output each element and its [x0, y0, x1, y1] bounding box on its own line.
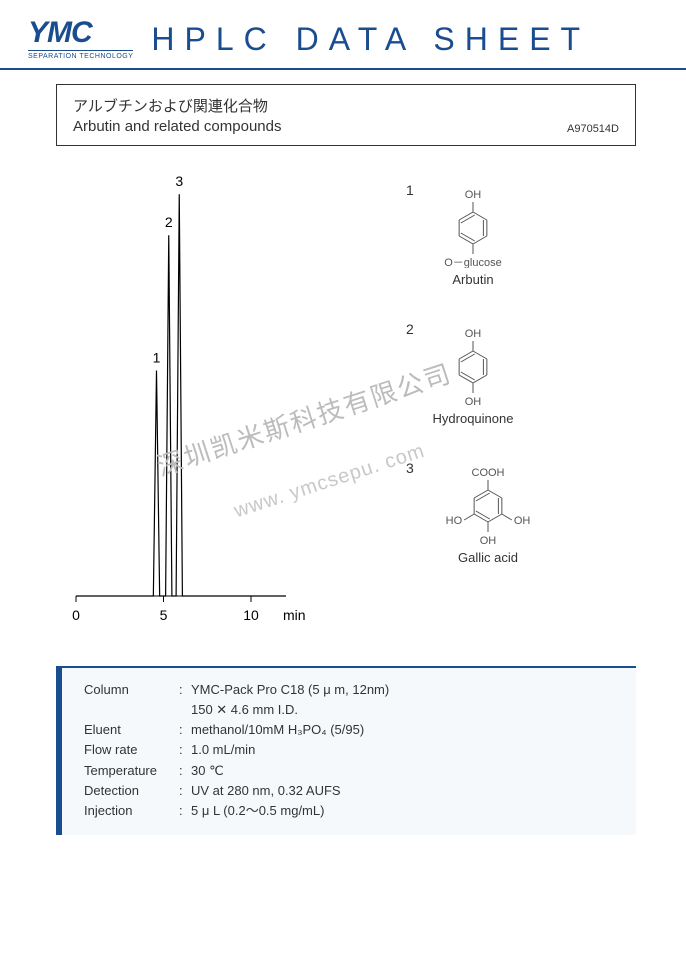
param-row: Injection:5 μ L (0.2～0.5 mg/mL)	[84, 801, 618, 821]
param-value: 150 ✕ 4.6 mm I.D.	[191, 700, 298, 720]
molecule-icon: OH O－glucose	[428, 178, 518, 268]
param-label: Column	[84, 680, 179, 700]
svg-text:OH: OH	[480, 535, 497, 546]
svg-text:OH: OH	[465, 189, 482, 201]
svg-text:1: 1	[153, 350, 161, 366]
svg-text:OH: OH	[465, 396, 482, 407]
main-content: 0 5 10 min 1 2 3 1 OH O－glucose Arbutin 2 OH OH Hydro…	[0, 166, 686, 646]
title-box: アルブチンおよび関連化合物 Arbutin and related compou…	[56, 84, 636, 146]
svg-text:3: 3	[175, 173, 183, 189]
page-header: YMC SEPARATION TECHNOLOGY HPLC DATA SHEE…	[0, 0, 686, 70]
compounds-column: 1OHO－glucoseArbutin2OHOHHydroquinone3COO…	[316, 166, 646, 646]
compound-name: Hydroquinone	[433, 411, 514, 426]
param-sep: :	[179, 781, 191, 801]
param-sep: :	[179, 761, 191, 781]
svg-text:O－glucose: O－glucose	[444, 257, 501, 268]
param-label: Flow rate	[84, 740, 179, 760]
compound-number: 3	[406, 456, 428, 476]
svg-text:HO: HO	[446, 515, 463, 527]
molecule-icon: COOH OH HO OH	[428, 456, 548, 546]
svg-text:0: 0	[72, 607, 80, 623]
param-sep: :	[179, 801, 191, 821]
chromatogram: 0 5 10 min 1 2 3	[56, 166, 316, 646]
svg-text:min: min	[283, 607, 306, 623]
compound-name: Arbutin	[452, 272, 493, 287]
param-value: methanol/10mM H₃PO₄ (5/95)	[191, 720, 364, 740]
logo: YMC SEPARATION TECHNOLOGY	[28, 18, 133, 60]
molecule-icon: OH OH	[428, 317, 518, 407]
svg-text:5: 5	[160, 607, 168, 623]
compound-body: OH OH Hydroquinone	[428, 317, 518, 426]
compound-number: 2	[406, 317, 428, 337]
param-label: Injection	[84, 801, 179, 821]
compound-name: Gallic acid	[458, 550, 518, 565]
param-value: 1.0 mL/min	[191, 740, 255, 760]
param-sep: :	[179, 740, 191, 760]
param-row: 150 ✕ 4.6 mm I.D.	[84, 700, 618, 720]
param-sep: :	[179, 720, 191, 740]
param-label: Detection	[84, 781, 179, 801]
param-value: YMC-Pack Pro C18 (5 μ m, 12nm)	[191, 680, 389, 700]
param-label: Eluent	[84, 720, 179, 740]
param-value: 30 ℃	[191, 761, 224, 781]
document-id: A970514D	[567, 123, 619, 135]
svg-text:2: 2	[165, 214, 173, 230]
logo-sub: SEPARATION TECHNOLOGY	[28, 50, 133, 60]
title-jp: アルブチンおよび関連化合物	[73, 95, 619, 116]
compound-item: 2 OH OH Hydroquinone	[406, 317, 646, 426]
header-title: HPLC DATA SHEET	[151, 21, 590, 58]
param-label: Temperature	[84, 761, 179, 781]
svg-text:10: 10	[243, 607, 259, 623]
param-row: Temperature:30 ℃	[84, 761, 618, 781]
compound-body: OH O－glucose Arbutin	[428, 178, 518, 287]
svg-text:OH: OH	[465, 328, 482, 340]
title-en: Arbutin and related compounds	[73, 118, 619, 135]
param-row: Flow rate:1.0 mL/min	[84, 740, 618, 760]
svg-text:OH: OH	[514, 515, 531, 527]
logo-main: YMC	[28, 18, 92, 48]
chromatogram-svg: 0 5 10 min 1 2 3	[56, 166, 316, 646]
param-value: 5 μ L (0.2～0.5 mg/mL)	[191, 801, 324, 821]
param-label	[84, 700, 179, 720]
param-row: Detection:UV at 280 nm, 0.32 AUFS	[84, 781, 618, 801]
param-value: UV at 280 nm, 0.32 AUFS	[191, 781, 341, 801]
svg-text:COOH: COOH	[472, 467, 505, 479]
parameters-box: Column:YMC-Pack Pro C18 (5 μ m, 12nm)150…	[56, 666, 636, 835]
compound-body: COOH OH HO OH Gallic acid	[428, 456, 548, 565]
param-row: Eluent:methanol/10mM H₃PO₄ (5/95)	[84, 720, 618, 740]
compound-number: 1	[406, 178, 428, 198]
compound-item: 1 OH O－glucose Arbutin	[406, 178, 646, 287]
param-sep: :	[179, 680, 191, 700]
compound-item: 3 COOH OH HO OH Gallic acid	[406, 456, 646, 565]
param-row: Column:YMC-Pack Pro C18 (5 μ m, 12nm)	[84, 680, 618, 700]
param-sep	[179, 700, 191, 720]
